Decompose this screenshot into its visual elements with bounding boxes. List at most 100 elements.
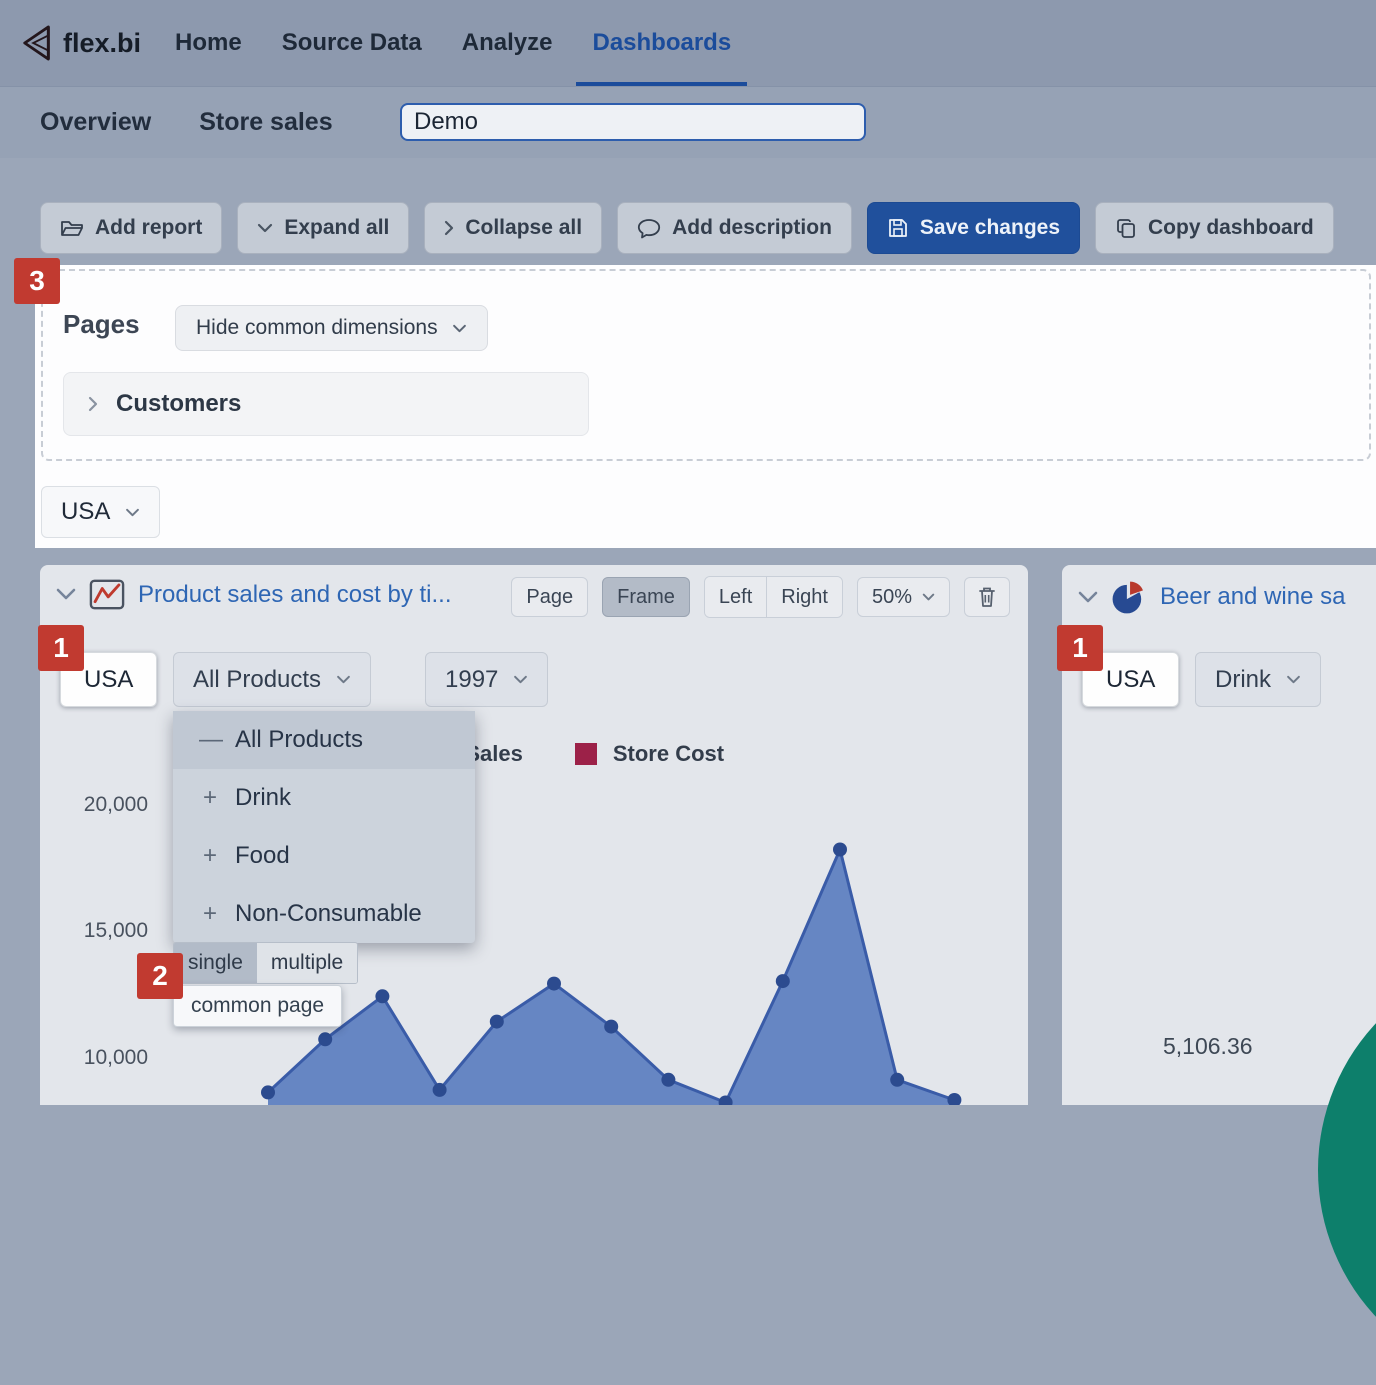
- chevron-down-icon: [258, 223, 273, 233]
- pages-drop-zone: [41, 269, 1371, 461]
- y-axis-tick-10000: 10,000: [83, 1046, 148, 1069]
- expand-all-button[interactable]: Expand all: [237, 202, 410, 254]
- chevron-down-icon: [452, 324, 466, 332]
- scope-tab-multiple[interactable]: multiple: [256, 943, 358, 983]
- common-page-option[interactable]: common page: [173, 985, 343, 1027]
- product-filter-dropdown[interactable]: Drink: [1195, 652, 1322, 707]
- page-filter-value: USA: [61, 498, 111, 525]
- page-filter-dropdown[interactable]: USA: [41, 486, 161, 538]
- menu-item-food[interactable]: + Food: [173, 827, 475, 885]
- menu-item-label: All Products: [235, 726, 364, 753]
- year-filter-value: 1997: [445, 665, 499, 693]
- expand-glyph: +: [202, 842, 217, 869]
- y-axis-tick-20000: 20,000: [83, 793, 148, 816]
- page-filter-chip-usa[interactable]: USA: [60, 652, 158, 707]
- menu-item-label: Drink: [235, 784, 292, 811]
- pie-slice-value-label: 5,106.36: [1163, 1033, 1253, 1059]
- hide-common-dimensions-button[interactable]: Hide common dimensions: [175, 305, 488, 351]
- hide-common-dimensions-label: Hide common dimensions: [196, 316, 438, 339]
- pie-chart-icon: [1112, 580, 1146, 614]
- dashboard-toolbar: Add report Expand all Collapse all Add d…: [40, 202, 1334, 254]
- page-scope-tabs: single multiple: [173, 942, 359, 984]
- layout-page-button[interactable]: Page: [511, 577, 589, 617]
- step-badge-2: 2: [137, 953, 183, 999]
- product-filter-value: All Products: [193, 665, 322, 693]
- chevron-right-icon: [88, 396, 98, 412]
- report-title[interactable]: Product sales and cost by ti...: [138, 580, 452, 608]
- product-filter-dropdown[interactable]: All Products: [173, 652, 372, 707]
- menu-item-drink[interactable]: + Drink: [173, 769, 475, 827]
- trash-icon: [979, 587, 995, 607]
- menu-item-non-consumable[interactable]: + Non-Consumable: [173, 885, 475, 943]
- nav-item-home[interactable]: Home: [175, 29, 242, 56]
- copy-dashboard-button[interactable]: Copy dashboard: [1095, 202, 1334, 254]
- expand-glyph: +: [202, 784, 217, 811]
- step-badge-3: 3: [14, 258, 60, 304]
- layout-left-button[interactable]: Left: [704, 577, 767, 617]
- add-description-label: Add description: [672, 216, 832, 239]
- report-header: Product sales and cost by ti...: [56, 579, 452, 610]
- brand-label: flex.bi: [63, 27, 142, 58]
- delete-report-button[interactable]: [964, 577, 1010, 617]
- legend-swatch-store-cost: [574, 743, 597, 765]
- add-report-label: Add report: [95, 216, 203, 239]
- layout-align-group: Left Right: [703, 576, 843, 618]
- nav-item-analyze[interactable]: Analyze: [461, 29, 553, 56]
- expand-all-label: Expand all: [284, 216, 390, 239]
- expand-glyph: +: [202, 900, 217, 927]
- add-report-button[interactable]: Add report: [40, 202, 223, 254]
- pages-title: Pages: [63, 309, 140, 339]
- product-dropdown-menu: — All Products + Drink + Food + Non-Cons…: [173, 711, 475, 943]
- legend-item-store-cost[interactable]: Store Cost: [574, 741, 725, 767]
- page-filter-chip-value: USA: [84, 665, 134, 693]
- menu-item-label: Non-Consumable: [235, 900, 422, 927]
- dashboard-tab-bar: Overview Store sales: [0, 87, 1376, 158]
- add-description-button[interactable]: Add description: [617, 202, 852, 254]
- step-badge-1-left: 1: [38, 625, 84, 671]
- line-chart-icon: [89, 579, 125, 610]
- pages-group-customers[interactable]: Customers: [63, 372, 589, 436]
- brand[interactable]: flex.bi: [0, 0, 155, 86]
- flexbi-logo-icon: [23, 25, 50, 61]
- menu-item-label: Food: [235, 842, 290, 869]
- nav-item-dashboards[interactable]: Dashboards: [572, 0, 751, 86]
- save-changes-button[interactable]: Save changes: [866, 202, 1081, 254]
- scope-tab-single[interactable]: single: [174, 943, 257, 983]
- chevron-down-icon: [514, 675, 528, 684]
- pie-slice-secondary: [1318, 955, 1376, 1022]
- save-icon: [889, 219, 907, 237]
- zoom-value: 50%: [871, 585, 912, 608]
- report-title[interactable]: Beer and wine sa: [1160, 583, 1346, 610]
- zoom-dropdown[interactable]: 50%: [856, 577, 950, 617]
- layout-right-button[interactable]: Right: [766, 577, 842, 617]
- customers-label: Customers: [116, 390, 242, 417]
- chevron-down-icon: [922, 593, 935, 601]
- menu-item-all-products[interactable]: — All Products: [173, 711, 475, 769]
- chevron-right-icon: [445, 220, 454, 236]
- y-axis-tick-15000: 15,000: [83, 919, 148, 942]
- report-header: Beer and wine sa: [1078, 579, 1345, 615]
- collapse-glyph: —: [199, 726, 223, 753]
- top-navigation: flex.bi Home Source Data Analyze Dashboa…: [0, 0, 1376, 87]
- dashboard-name-input[interactable]: [400, 103, 866, 141]
- collapse-all-button[interactable]: Collapse all: [424, 202, 603, 254]
- dashboard-tab-overview[interactable]: Overview: [40, 108, 152, 136]
- copy-icon: [1117, 219, 1135, 238]
- collapse-chevron-icon[interactable]: [56, 588, 76, 601]
- chevron-down-icon: [1287, 675, 1300, 684]
- pages-panel: Pages Hide common dimensions Customers U…: [35, 265, 1376, 548]
- chevron-down-icon: [126, 508, 140, 516]
- legend-label: Store Cost: [612, 741, 725, 766]
- report-layout-controls: Page Frame Left Right 50%: [511, 576, 1010, 618]
- comment-icon: [637, 218, 661, 238]
- nav-item-source-data[interactable]: Source Data: [281, 29, 422, 56]
- dashboard-tab-store-sales[interactable]: Store sales: [199, 108, 333, 136]
- report-card-product-sales: Product sales and cost by ti... Page Fra…: [40, 565, 1028, 1105]
- pie-chart: [1318, 955, 1376, 1385]
- folder-icon: [61, 221, 83, 236]
- layout-frame-button[interactable]: Frame: [602, 577, 690, 617]
- chevron-down-icon: [337, 675, 350, 684]
- report-card-beer-and-wine: Beer and wine sa USA Drink 5,106.36: [1062, 565, 1376, 1385]
- year-filter-dropdown[interactable]: 1997: [425, 652, 549, 707]
- collapse-chevron-icon[interactable]: [1078, 591, 1098, 604]
